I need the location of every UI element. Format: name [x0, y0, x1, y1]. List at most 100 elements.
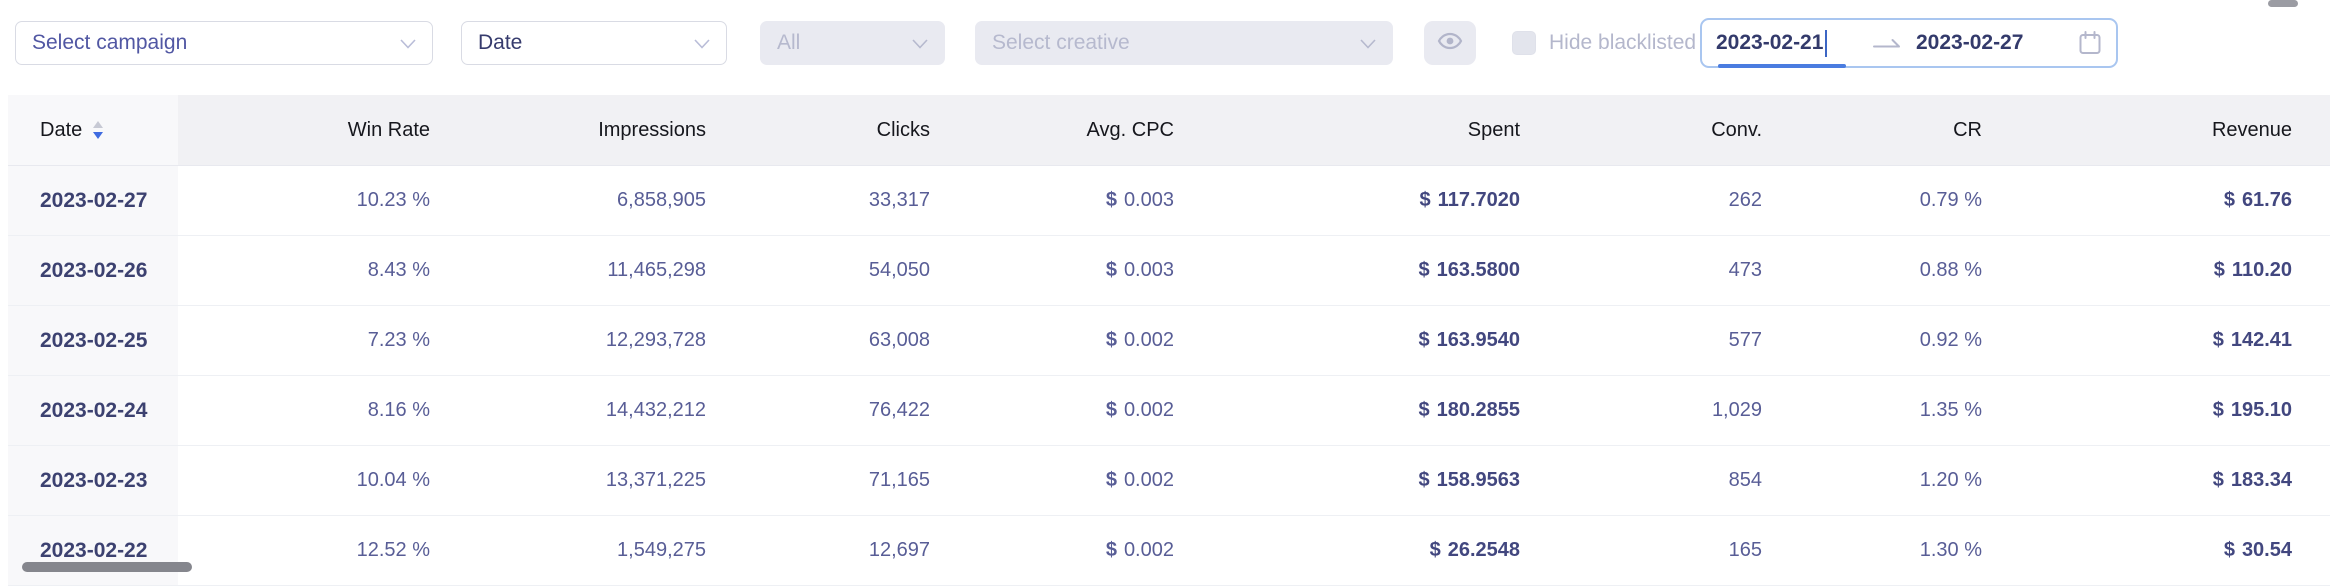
cell-value: 262 — [1728, 189, 1762, 211]
dollar-sign: $ — [1418, 259, 1430, 281]
cell-value: 1,029 — [1711, 399, 1762, 421]
dollar-sign: $ — [1105, 469, 1117, 491]
cell-cr: 0.92 % — [1762, 305, 1982, 376]
cell-cr: 0.88 % — [1762, 235, 1982, 306]
column-label: Conv. — [1711, 118, 1762, 141]
dollar-sign: $ — [1105, 539, 1117, 561]
table-row: 2023-02-23 10.04 % 13,371,225 71,165 $0.002 $… — [8, 445, 2330, 516]
table-header-cell-clicks: Clicks — [706, 95, 930, 166]
cell-clicks: 12,697 — [706, 515, 930, 586]
cell-clicks: 33,317 — [706, 165, 930, 236]
dollar-sign: $ — [1418, 399, 1430, 421]
cell-revenue: $110.20 — [1982, 235, 2330, 306]
table-header-cell-avg_cpc: Avg. CPC — [930, 95, 1174, 166]
cell-value: 2023-02-27 — [40, 188, 148, 212]
cell-revenue: $183.34 — [1982, 445, 2330, 516]
cell-value: 117.7020 — [1437, 189, 1520, 211]
status-select[interactable]: All — [760, 21, 945, 65]
column-label: Date — [40, 118, 83, 141]
preview-eye-button[interactable] — [1424, 21, 1476, 65]
cell-value: 0.92 % — [1919, 329, 1982, 351]
text-cursor — [1825, 29, 1828, 57]
cell-clicks: 76,422 — [706, 375, 930, 446]
date-range-picker[interactable]: 2023-02-21 2023-02-27 — [1700, 18, 2118, 68]
cell-value: 76,422 — [868, 399, 930, 421]
cell-date: 2023-02-24 — [8, 375, 178, 446]
hide-blacklisted-label: Hide blacklisted — [1549, 31, 1697, 54]
vertical-scrollbar-thumb[interactable] — [2268, 0, 2298, 7]
eye-icon — [1437, 30, 1463, 57]
date-range-start-input[interactable]: 2023-02-21 — [1716, 29, 1868, 57]
cell-value: 158.9563 — [1436, 469, 1520, 491]
cell-revenue: $142.41 — [1982, 305, 2330, 376]
table-header-cell-win_rate: Win Rate — [178, 95, 430, 166]
cell-conv: 262 — [1520, 165, 1762, 236]
cell-value: 8.43 % — [367, 259, 430, 281]
hide-blacklisted-checkbox-wrap: Hide blacklisted — [1512, 21, 1696, 65]
cell-value: 33,317 — [868, 189, 930, 211]
chevron-down-icon — [694, 31, 710, 55]
calendar-icon[interactable] — [2078, 30, 2102, 56]
dollar-sign: $ — [2213, 259, 2225, 281]
group-by-select-value: Date — [478, 31, 523, 54]
cell-cr: 1.30 % — [1762, 515, 1982, 586]
cell-win_rate: 8.43 % — [178, 235, 430, 306]
table-header-cell-date[interactable]: Date — [8, 95, 178, 166]
cell-value: 0.003 — [1123, 189, 1174, 211]
cell-value: 195.10 — [2230, 399, 2292, 421]
cell-revenue: $195.10 — [1982, 375, 2330, 446]
picker-active-bar — [1718, 64, 1846, 68]
cell-value: 61.76 — [2241, 189, 2292, 211]
table-row: 2023-02-27 10.23 % 6,858,905 33,317 $0.003 $1… — [8, 165, 2330, 236]
cell-value: 142.41 — [2230, 329, 2292, 351]
table-row: 2023-02-24 8.16 % 14,432,212 76,422 $0.002 $1… — [8, 375, 2330, 446]
cell-impressions: 1,549,275 — [430, 515, 706, 586]
cell-clicks: 71,165 — [706, 445, 930, 516]
horizontal-scrollbar-thumb[interactable] — [22, 562, 192, 572]
date-range-end-input[interactable]: 2023-02-27 — [1916, 31, 2023, 55]
column-label: Revenue — [2211, 118, 2292, 141]
cell-value: 1.30 % — [1919, 539, 1982, 561]
hide-blacklisted-checkbox[interactable] — [1512, 31, 1536, 55]
cell-value: 13,371,225 — [605, 469, 706, 491]
column-label: Clicks — [876, 118, 930, 141]
cell-impressions: 11,465,298 — [430, 235, 706, 306]
column-label: Impressions — [598, 118, 706, 141]
cell-conv: 1,029 — [1520, 375, 1762, 446]
cell-conv: 854 — [1520, 445, 1762, 516]
cell-value: 854 — [1728, 469, 1762, 491]
cell-value: 0.002 — [1123, 329, 1174, 351]
table-header-cell-impressions: Impressions — [430, 95, 706, 166]
cell-avg_cpc: $0.002 — [930, 515, 1174, 586]
dollar-sign: $ — [2212, 329, 2224, 351]
table-header-cell-conv: Conv. — [1520, 95, 1762, 166]
dollar-sign: $ — [1105, 329, 1117, 351]
cell-value: 10.04 % — [356, 469, 430, 491]
cell-value: 2023-02-24 — [40, 398, 148, 422]
cell-avg_cpc: $0.002 — [930, 375, 1174, 446]
dollar-sign: $ — [1418, 329, 1430, 351]
campaign-select[interactable]: Select campaign — [15, 21, 433, 65]
cell-value: 2023-02-26 — [40, 258, 148, 282]
cell-value: 0.002 — [1123, 469, 1174, 491]
date-range-end-value: 2023-02-27 — [1916, 31, 2024, 54]
campaign-select-placeholder: Select campaign — [32, 31, 188, 54]
cell-value: 11,465,298 — [607, 259, 706, 281]
dollar-sign: $ — [1418, 469, 1430, 491]
table-header-cell-spent: Spent — [1174, 95, 1520, 166]
cell-conv: 473 — [1520, 235, 1762, 306]
table-header-cell-revenue: Revenue — [1982, 95, 2330, 166]
sort-carets-icon[interactable] — [92, 121, 104, 139]
table-header-row: Date Win Rate Impressions Clicks Avg. CPC Spe… — [8, 95, 2330, 166]
cell-impressions: 6,858,905 — [430, 165, 706, 236]
cell-value: 183.34 — [2230, 469, 2292, 491]
cell-value: 7.23 % — [367, 329, 430, 351]
column-label: Spent — [1467, 118, 1520, 141]
status-select-value: All — [777, 31, 801, 54]
cell-value: 163.5800 — [1436, 259, 1520, 281]
cell-value: 163.9540 — [1436, 329, 1520, 351]
group-by-select[interactable]: Date — [461, 21, 727, 65]
cell-value: 12,697 — [868, 539, 930, 561]
cell-value: 180.2855 — [1436, 399, 1520, 421]
creative-select[interactable]: Select creative — [975, 21, 1393, 65]
